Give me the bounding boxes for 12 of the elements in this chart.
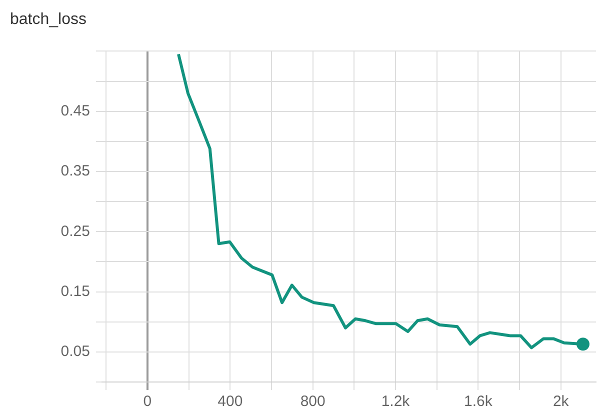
x-tick-label: 1.2k <box>381 393 410 410</box>
x-tick-label: 1.6k <box>464 393 493 410</box>
y-tick-label: 0.45 <box>60 102 90 120</box>
y-tick-label: 0.35 <box>60 162 90 180</box>
x-tick-label: 2k <box>552 393 570 410</box>
x-tick-label: 800 <box>300 393 326 410</box>
y-tick-label: 0.15 <box>60 282 90 300</box>
y-tick-label: 0.05 <box>60 343 90 360</box>
chart-title: batch_loss <box>10 11 86 28</box>
x-tick-label: 0 <box>143 393 152 410</box>
y-tick-label: 0.25 <box>60 222 90 240</box>
x-tick-label: 400 <box>218 393 243 410</box>
